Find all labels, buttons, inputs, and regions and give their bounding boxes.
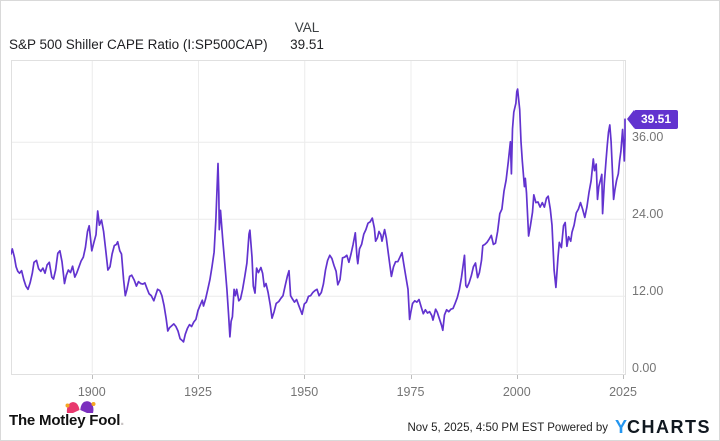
x-axis-label: 1950 bbox=[290, 385, 319, 399]
motley-fool-logo-text: The Motley Fool bbox=[9, 412, 121, 429]
motley-fool-logo-period: . bbox=[120, 412, 125, 429]
x-axis-label: 1925 bbox=[184, 385, 212, 399]
x-axis-tick bbox=[516, 375, 518, 379]
timestamp: Nov 5, 2025, 4:50 PM EST Powered by bbox=[407, 421, 608, 434]
chart-title: S&P 500 Shiller CAPE Ratio (I:SP500CAP) bbox=[9, 37, 268, 52]
plot-border bbox=[11, 60, 626, 375]
y-axis-label: 0.00 bbox=[632, 360, 657, 375]
footer-attribution: Nov 5, 2025, 4:50 PM EST Powered by YCHA… bbox=[407, 417, 711, 438]
x-axis-tick bbox=[91, 375, 93, 379]
x-axis-label: 2000 bbox=[502, 385, 531, 399]
plot-area bbox=[11, 60, 626, 375]
motley-fool-logo[interactable]: The Motley Fool. bbox=[9, 412, 124, 429]
val-current-value: 39.51 bbox=[290, 37, 324, 52]
ycharts-logo-y: Y bbox=[614, 417, 627, 437]
cape-ratio-line-chart bbox=[11, 60, 626, 375]
ycharts-logo[interactable]: YCHARTS bbox=[615, 417, 711, 438]
last-value-badge: 39.51 bbox=[626, 110, 679, 129]
powered-by-label: Powered by bbox=[547, 421, 608, 434]
x-axis-tick bbox=[198, 375, 199, 379]
y-axis-label: 24.00 bbox=[632, 206, 664, 221]
val-column-header: VAL bbox=[294, 20, 320, 35]
x-axis-label: 1900 bbox=[77, 385, 106, 399]
cape-ratio-series bbox=[11, 88, 626, 343]
x-axis-label: 2025 bbox=[609, 385, 637, 399]
x-axis-tick bbox=[304, 375, 306, 379]
jester-hat-icon bbox=[65, 401, 96, 413]
ycharts-logo-charts: CHARTS bbox=[627, 417, 711, 437]
x-axis-tick bbox=[623, 375, 624, 379]
y-axis-label: 36.00 bbox=[632, 129, 664, 144]
y-axis-label: 12.00 bbox=[632, 283, 664, 298]
x-axis-label: 1975 bbox=[396, 385, 425, 399]
x-axis-tick bbox=[410, 375, 412, 379]
